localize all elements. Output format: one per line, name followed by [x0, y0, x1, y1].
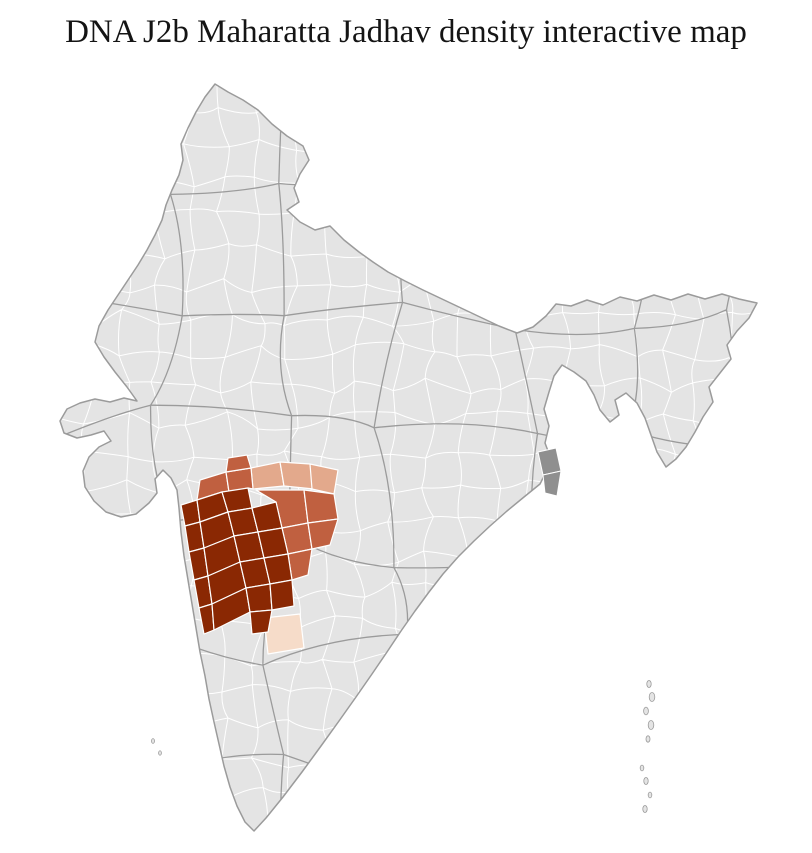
district-density-medium[interactable]: [303, 489, 339, 524]
island: [642, 805, 648, 813]
india-outline: [59, 83, 758, 832]
district-density-medium[interactable]: [307, 518, 339, 550]
district-density-low[interactable]: [309, 463, 339, 495]
island: [648, 692, 656, 702]
district-density-high[interactable]: [257, 527, 289, 559]
district-density-medium[interactable]: [225, 454, 252, 473]
district-density-high[interactable]: [269, 579, 295, 611]
island: [151, 738, 155, 744]
district-density-high[interactable]: [249, 609, 273, 635]
district-density-trace[interactable]: [263, 613, 305, 655]
island: [643, 706, 649, 716]
highlight-districts: [180, 454, 339, 655]
island: [645, 735, 651, 743]
district-density-high[interactable]: [251, 501, 283, 533]
island: [647, 720, 655, 730]
islands: [151, 680, 656, 813]
island: [647, 791, 653, 799]
shaded-districts: [537, 447, 562, 497]
india-landmass: [60, 84, 757, 831]
island: [643, 777, 649, 785]
page-title: DNA J2b Maharatta Jadhav density interac…: [65, 14, 747, 50]
island: [639, 764, 645, 772]
island: [646, 680, 652, 688]
district-density-high[interactable]: [245, 583, 273, 613]
district-density-low[interactable]: [279, 461, 315, 490]
district-shaded[interactable]: [542, 470, 562, 497]
island: [158, 750, 162, 756]
